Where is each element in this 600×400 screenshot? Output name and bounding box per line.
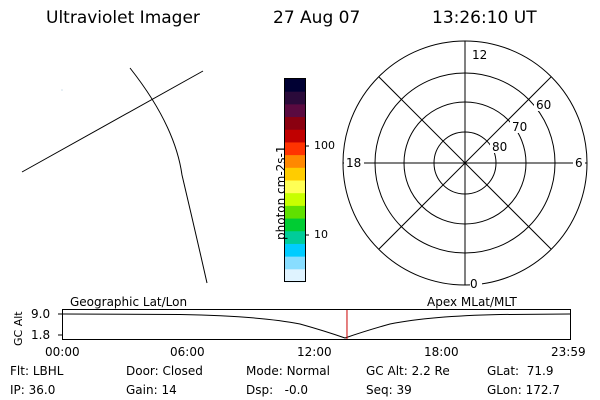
colorbar-swatch — [285, 256, 305, 270]
x-tick-1800: 18:00 — [424, 345, 459, 359]
mlt-label-18: 18 — [346, 156, 361, 170]
status-glon: GLon: 172.7 — [487, 383, 560, 397]
color-scale-bar — [284, 78, 309, 283]
colorbar-swatch — [285, 117, 305, 131]
mlt-label-0: 0 — [470, 277, 478, 290]
colorbar-swatch — [285, 167, 305, 181]
status-gc-alt: GC Alt: 2.2 Re — [366, 364, 450, 378]
status-dsp: Dsp: -0.0 — [246, 383, 309, 397]
status-seq: Seq: 39 — [366, 383, 412, 397]
timeline-y-tick-bottom: 1.8 — [31, 328, 51, 342]
colorbar-swatch — [285, 79, 305, 93]
colorbar-swatch — [285, 193, 305, 207]
lat-label-80: 80 — [492, 140, 507, 154]
colorbar-swatch — [285, 231, 305, 245]
date-label: 27 Aug 07 — [273, 8, 361, 28]
geographic-image-panel — [21, 67, 208, 284]
timeline-y-axis-label: GC Alt — [12, 311, 25, 346]
lat-label-70: 70 — [512, 120, 527, 134]
lat-label-60: 60 — [536, 98, 551, 112]
timeline-plot — [58, 309, 571, 340]
colorbar-tick-100: 100 — [314, 139, 335, 152]
x-tick-0600: 06:00 — [170, 345, 205, 359]
x-tick-0000: 00:00 — [45, 345, 80, 359]
status-gain: Gain: 14 — [126, 383, 177, 397]
status-glat: GLat: 71.9 — [487, 364, 554, 378]
timeline-y-tick-top: 9.0 — [31, 307, 51, 321]
colorbar-swatch — [285, 104, 305, 118]
colorbar-swatch — [285, 91, 305, 105]
mlt-label-12: 12 — [472, 48, 487, 62]
colorbar-swatch — [285, 142, 305, 156]
time-label: 13:26:10 UT — [432, 8, 537, 28]
image-speck — [61, 89, 63, 91]
colorbar-swatch — [285, 243, 305, 258]
latitude-arc — [129, 67, 208, 284]
x-tick-2359: 23:59 — [551, 345, 586, 359]
colorbar-swatch — [285, 129, 305, 143]
colorbar-units-label: photon cm-2s-1 — [274, 145, 288, 241]
timeline-right-title: Apex MLat/MLT — [427, 295, 517, 309]
colorbar-swatch — [285, 180, 305, 194]
instrument-title: Ultraviolet Imager — [46, 8, 200, 28]
altitude-curve — [62, 313, 571, 339]
timeline-left-title: Geographic Lat/Lon — [70, 295, 188, 309]
polar-mlt-plot: 12 0 18 6 60 70 80 — [342, 40, 588, 290]
mlt-label-6: 6 — [575, 156, 583, 170]
status-mode: Mode: Normal — [246, 364, 330, 378]
status-ip: IP: 36.0 — [10, 383, 56, 397]
status-door: Door: Closed — [126, 364, 203, 378]
colorbar-swatch — [285, 269, 305, 283]
colorbar-swatch — [285, 155, 305, 169]
colorbar-swatch — [285, 218, 305, 232]
x-tick-1200: 12:00 — [297, 345, 332, 359]
status-flt: Flt: LBHL — [10, 364, 64, 378]
colorbar-swatch — [285, 205, 305, 220]
longitude-line — [21, 70, 204, 173]
colorbar-tick-10: 10 — [314, 228, 328, 241]
